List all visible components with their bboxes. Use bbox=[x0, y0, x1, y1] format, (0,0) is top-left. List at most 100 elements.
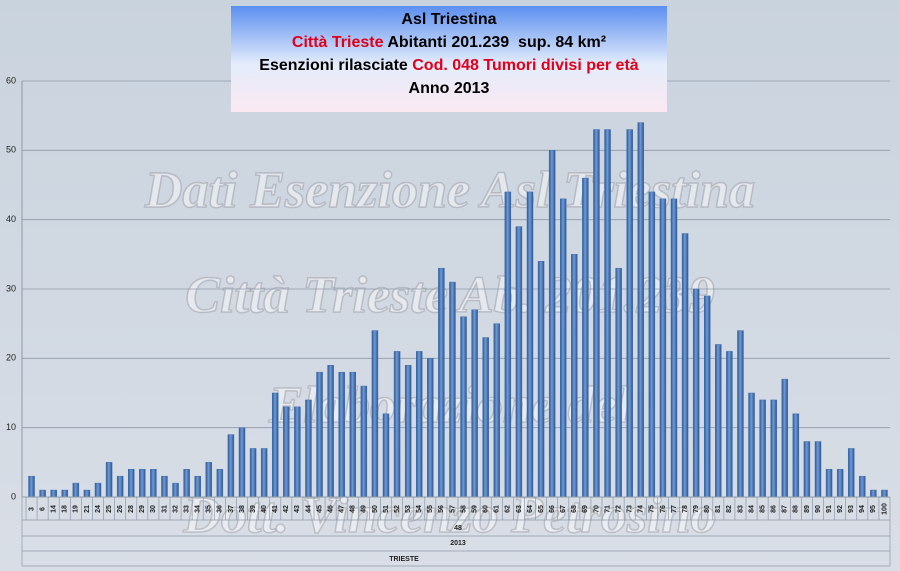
x-tick-label: 48 bbox=[350, 505, 357, 513]
bar bbox=[349, 371, 357, 498]
bar bbox=[803, 441, 811, 498]
bar bbox=[338, 371, 345, 498]
category-group-label: TRIESTE bbox=[389, 556, 419, 563]
x-tick-label: 26 bbox=[117, 505, 124, 513]
bar bbox=[792, 413, 800, 498]
y-tick-label: 60 bbox=[6, 75, 16, 85]
bar bbox=[294, 406, 301, 498]
bar bbox=[205, 462, 213, 498]
y-tick-label: 30 bbox=[6, 283, 16, 293]
title-line: Anno 2013 bbox=[409, 80, 490, 97]
bar bbox=[305, 399, 312, 498]
x-axis: 3 6 14 18 19 21 24 25 26 28 29 30 31 32 33 34 35 36 37 38 39… bbox=[21, 496, 891, 567]
bar bbox=[692, 288, 700, 498]
bar bbox=[715, 344, 722, 498]
bar bbox=[183, 469, 190, 498]
bar bbox=[39, 489, 46, 498]
x-tick-label: 92 bbox=[837, 505, 844, 513]
x-tick-label: 95 bbox=[870, 505, 877, 513]
bar bbox=[227, 434, 235, 498]
bar bbox=[737, 330, 744, 498]
x-tick-label: 89 bbox=[804, 505, 811, 513]
category-group-label: 2013 bbox=[450, 540, 466, 547]
bar bbox=[216, 469, 224, 498]
x-tick-label: 32 bbox=[172, 505, 179, 513]
x-tick-label: 24 bbox=[95, 505, 102, 513]
x-tick-label: 63 bbox=[516, 505, 523, 513]
x-tick-label: 40 bbox=[261, 505, 268, 513]
bar bbox=[781, 378, 789, 498]
title-segment: Esenzioni rilasciate bbox=[259, 57, 412, 74]
x-tick-label: 44 bbox=[305, 505, 312, 513]
bar bbox=[327, 365, 334, 498]
bar bbox=[593, 129, 600, 498]
bar bbox=[726, 351, 733, 498]
x-tick-label: 37 bbox=[228, 505, 235, 513]
category-group-label: 48 bbox=[454, 525, 462, 532]
x-tick-label: 43 bbox=[294, 505, 301, 513]
y-tick-label: 20 bbox=[6, 353, 16, 363]
bar bbox=[637, 122, 645, 498]
bar bbox=[61, 489, 69, 498]
bar bbox=[881, 489, 888, 498]
bar bbox=[404, 365, 412, 498]
x-tick-label: 83 bbox=[737, 505, 744, 513]
x-tick-label: 45 bbox=[316, 505, 323, 513]
bar bbox=[260, 448, 268, 498]
x-tick-label: 53 bbox=[405, 505, 412, 513]
bar bbox=[139, 469, 146, 498]
bar bbox=[703, 295, 711, 498]
bar bbox=[548, 150, 556, 498]
bar bbox=[271, 392, 279, 498]
bar bbox=[471, 309, 478, 498]
x-tick-label: 79 bbox=[693, 505, 700, 513]
x-tick-label: 55 bbox=[427, 505, 434, 513]
bar bbox=[83, 489, 91, 498]
bar bbox=[50, 489, 57, 498]
bar bbox=[859, 475, 866, 498]
bar bbox=[28, 475, 35, 498]
x-tick-label: 65 bbox=[538, 505, 545, 513]
x-tick-label: 47 bbox=[339, 505, 346, 513]
bar bbox=[150, 469, 157, 498]
x-tick-label: 3 bbox=[28, 507, 35, 511]
bar bbox=[537, 261, 545, 498]
bar bbox=[604, 129, 611, 498]
x-tick-label: 68 bbox=[571, 505, 578, 513]
x-tick-label: 88 bbox=[793, 505, 800, 513]
x-tick-label: 72 bbox=[615, 505, 622, 513]
bar bbox=[559, 198, 567, 498]
bar bbox=[615, 267, 622, 498]
bar bbox=[571, 254, 578, 498]
x-tick-label: 78 bbox=[682, 505, 689, 513]
bar bbox=[105, 462, 113, 498]
x-tick-label: 81 bbox=[715, 505, 722, 513]
x-tick-label: 67 bbox=[560, 505, 567, 513]
x-tick-label: 31 bbox=[161, 505, 168, 513]
x-tick-label: 59 bbox=[471, 505, 478, 513]
x-tick-label: 93 bbox=[848, 505, 855, 513]
bar bbox=[316, 371, 323, 498]
bar bbox=[659, 198, 667, 498]
bar bbox=[72, 482, 80, 498]
bar bbox=[238, 427, 246, 498]
bar bbox=[371, 330, 379, 498]
bar bbox=[648, 191, 656, 498]
bar bbox=[526, 191, 534, 498]
x-tick-label: 85 bbox=[759, 505, 766, 513]
x-tick-label: 61 bbox=[494, 505, 501, 513]
title-segment: Cod. 048 Tumori divisi per età bbox=[412, 57, 639, 74]
x-tick-label: 84 bbox=[748, 505, 755, 513]
title-box bbox=[231, 6, 667, 112]
x-tick-label: 64 bbox=[527, 505, 534, 513]
x-tick-label: 54 bbox=[416, 505, 423, 513]
bar bbox=[836, 469, 844, 498]
x-tick-label: 69 bbox=[582, 505, 589, 513]
x-tick-label: 58 bbox=[460, 505, 467, 513]
x-tick-label: 77 bbox=[671, 505, 678, 513]
x-tick-label: 41 bbox=[272, 505, 279, 513]
x-tick-label: 39 bbox=[250, 505, 257, 513]
bar bbox=[161, 475, 168, 498]
bar bbox=[814, 441, 822, 498]
